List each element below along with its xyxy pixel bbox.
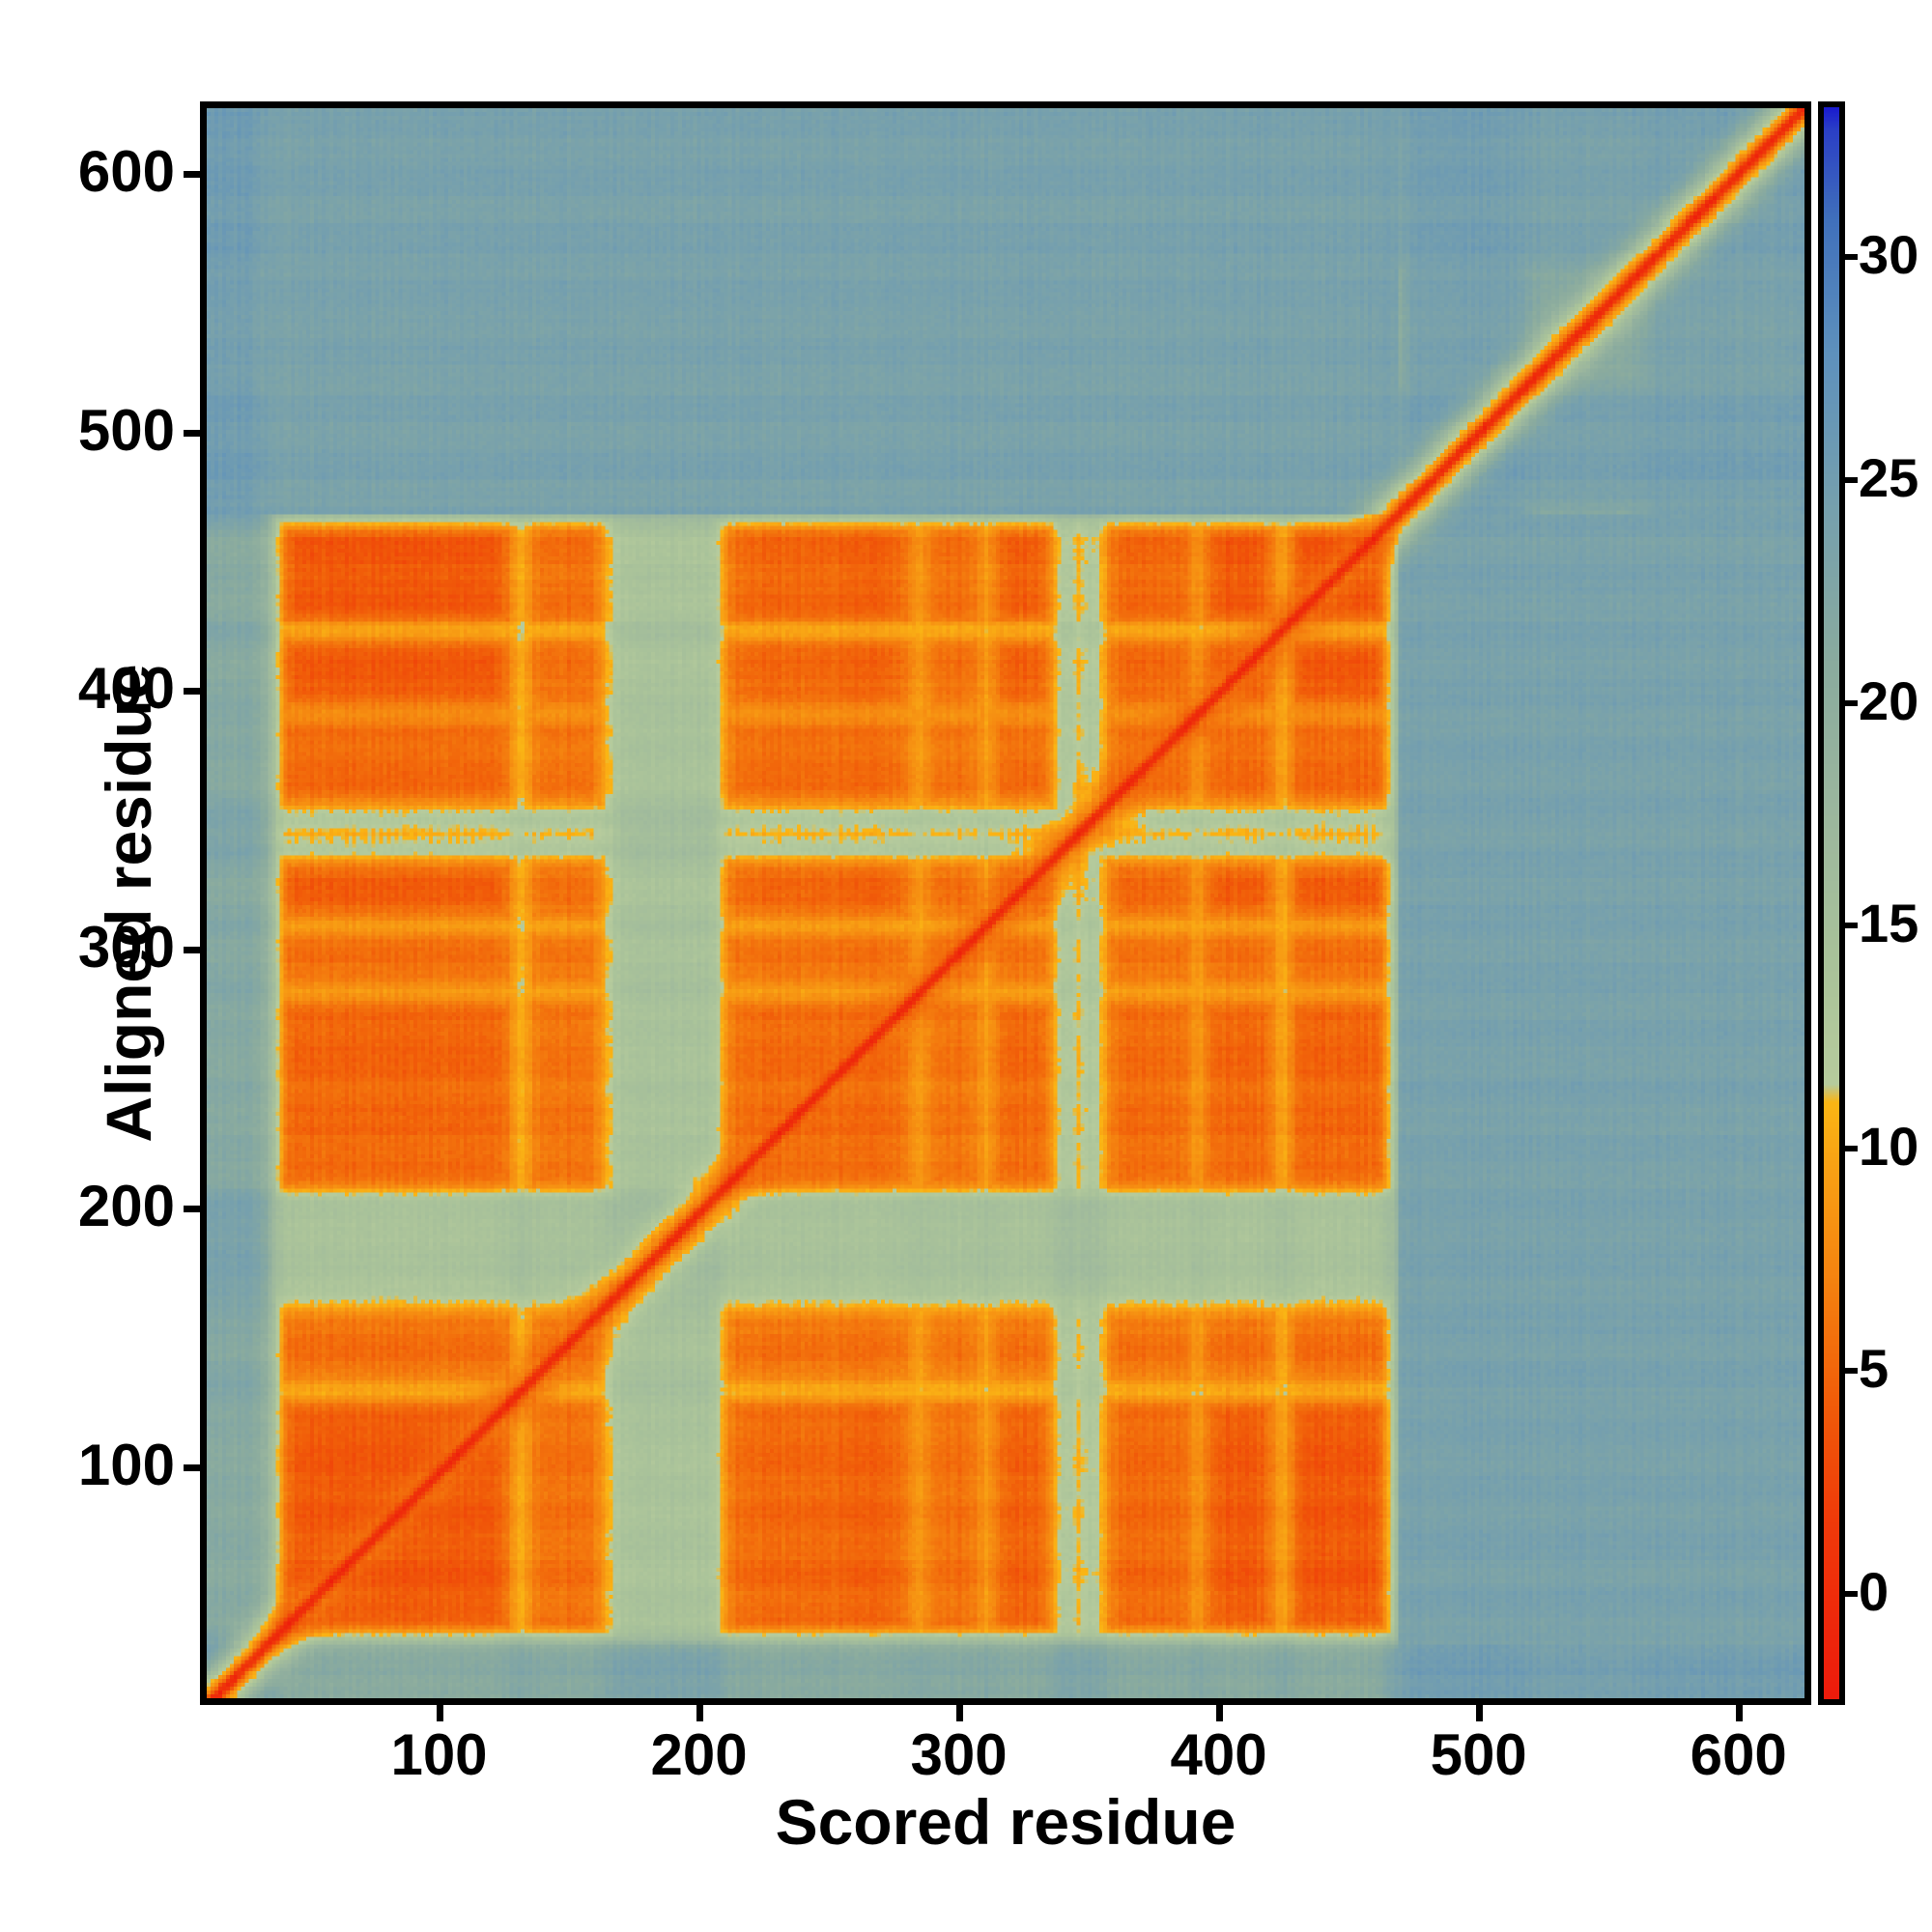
heatmap-plot-area (200, 101, 1811, 1705)
y-axis-tick (184, 947, 200, 954)
y-axis-title: Aligned residue (93, 664, 164, 1143)
x-axis-tick (1475, 1705, 1483, 1721)
x-axis-tick-label: 200 (650, 1722, 748, 1787)
x-axis-tick (1215, 1705, 1223, 1721)
y-axis-tick (184, 170, 200, 178)
x-axis-title: Scored residue (775, 1786, 1236, 1858)
x-axis-tick (955, 1705, 963, 1721)
colorbar-tick (1845, 699, 1858, 706)
colorbar (1818, 101, 1845, 1705)
x-axis-tick (436, 1705, 443, 1721)
colorbar-tick-label: 25 (1859, 446, 1919, 508)
colorbar-tick-label: 20 (1859, 669, 1919, 731)
colorbar-tick (1845, 923, 1858, 929)
y-axis-tick-label: 500 (77, 397, 175, 463)
colorbar-tick (1845, 254, 1858, 261)
colorbar-tick (1845, 1368, 1858, 1375)
x-axis-tick-label: 300 (910, 1722, 1008, 1787)
y-axis-tick (184, 429, 200, 437)
colorbar-tick (1845, 1145, 1858, 1151)
colorbar-tick-label: 0 (1859, 1560, 1889, 1622)
heatmap-image (207, 108, 1804, 1698)
colorbar-tick (1845, 1590, 1858, 1597)
x-axis-tick-label: 500 (1430, 1722, 1527, 1787)
colorbar-tick-label: 30 (1859, 224, 1919, 286)
x-axis-tick (696, 1705, 703, 1721)
x-axis-tick-label: 100 (390, 1722, 488, 1787)
y-axis-tick (184, 1463, 200, 1471)
y-axis-tick (184, 1205, 200, 1212)
y-axis-tick-label: 300 (77, 915, 175, 980)
y-axis-tick-label: 100 (77, 1432, 175, 1497)
x-axis-tick-label: 400 (1170, 1722, 1267, 1787)
x-axis-tick-label: 600 (1690, 1722, 1787, 1787)
y-axis-tick-label: 600 (77, 138, 175, 204)
colorbar-tick (1845, 476, 1858, 483)
colorbar-tick-label: 5 (1859, 1338, 1889, 1400)
colorbar-tick-label: 15 (1859, 893, 1919, 954)
y-axis-tick-label: 400 (77, 656, 175, 722)
colorbar-gradient (1824, 107, 1839, 1699)
x-axis-tick (1735, 1705, 1743, 1721)
y-axis-tick (184, 688, 200, 696)
y-axis-tick-label: 200 (77, 1173, 175, 1238)
colorbar-tick-label: 10 (1859, 1115, 1919, 1177)
